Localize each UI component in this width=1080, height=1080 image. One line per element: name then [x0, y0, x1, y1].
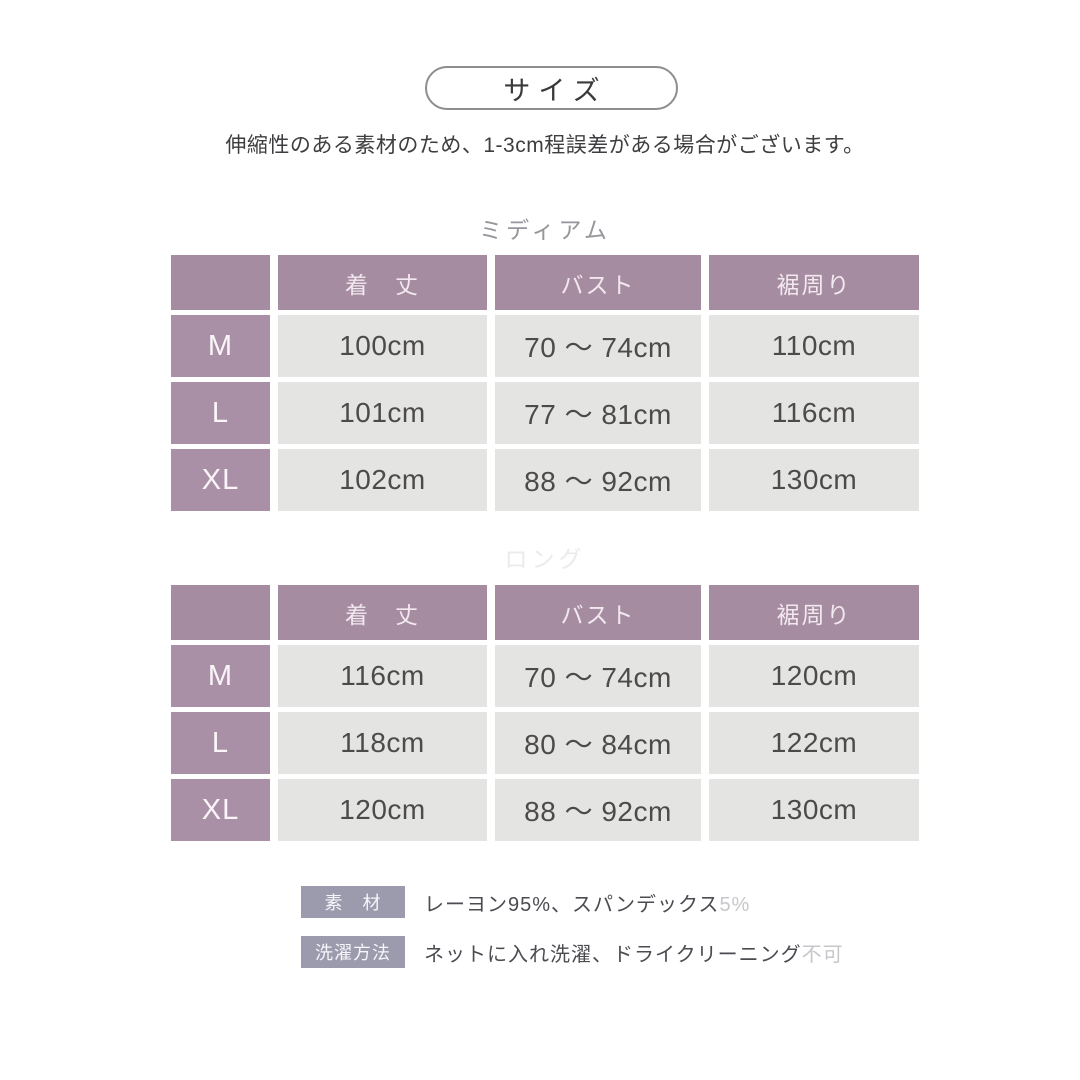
washing-text: ネットに入れ洗濯、ドライクリーニング不可: [424, 938, 844, 967]
washing-faded-text: 不可: [801, 943, 844, 966]
cell-l-length: 101cm: [278, 382, 487, 444]
column-header-hem: 裾周り: [709, 255, 919, 310]
size-section-title-pill: サイズ: [425, 66, 678, 110]
cell-xl-length: 120cm: [278, 779, 487, 841]
table-corner-cell: [171, 585, 270, 640]
product-details: 素 材 レーヨン95%、スパンデックス5% 洗濯方法 ネットに入れ洗濯、ドライク…: [301, 886, 844, 986]
cell-m-hem: 120cm: [709, 645, 919, 707]
cell-l-bust: 77 ～ 81cm: [495, 382, 701, 444]
long-size-table: 着 丈 バスト 裾周り M 116cm 70 ～ 74cm 120cm L 11…: [171, 585, 919, 841]
cell-xl-hem: 130cm: [709, 449, 919, 511]
size-section-title: サイズ: [503, 75, 608, 106]
material-row: 素 材 レーヨン95%、スパンデックス5%: [301, 886, 844, 918]
cell-m-length: 100cm: [278, 315, 487, 377]
section-label-long: ロング: [504, 546, 586, 572]
row-l-size-label: L: [171, 712, 270, 774]
cell-l-bust: 80 ～ 84cm: [495, 712, 701, 774]
table-corner-cell: [171, 255, 270, 310]
row-m-size-label: M: [171, 645, 270, 707]
row-m-size-label: M: [171, 315, 270, 377]
cell-l-length: 118cm: [278, 712, 487, 774]
column-header-hem: 裾周り: [709, 585, 919, 640]
material-faded-text: 5%: [719, 893, 751, 916]
cell-m-bust: 70 ～ 74cm: [495, 315, 701, 377]
material-text: レーヨン95%、スパンデックス5%: [424, 888, 750, 917]
cell-xl-hem: 130cm: [709, 779, 919, 841]
column-header-length: 着 丈: [278, 585, 487, 640]
cell-l-hem: 116cm: [709, 382, 919, 444]
column-header-length: 着 丈: [278, 255, 487, 310]
column-header-bust: バスト: [495, 585, 701, 640]
cell-xl-bust: 88 ～ 92cm: [495, 779, 701, 841]
size-disclaimer-text: 伸縮性のある素材のため、1-3cm程誤差がある場合がございます。: [225, 134, 865, 157]
cell-m-length: 116cm: [278, 645, 487, 707]
medium-size-table: 着 丈 バスト 裾周り M 100cm 70 ～ 74cm 110cm L 10…: [171, 255, 919, 511]
washing-badge: 洗濯方法: [301, 936, 405, 968]
cell-xl-bust: 88 ～ 92cm: [495, 449, 701, 511]
cell-m-hem: 110cm: [709, 315, 919, 377]
cell-m-bust: 70 ～ 74cm: [495, 645, 701, 707]
material-badge: 素 材: [301, 886, 405, 918]
row-xl-size-label: XL: [171, 449, 270, 511]
row-l-size-label: L: [171, 382, 270, 444]
washing-main-text: ネットに入れ洗濯、ドライクリーニング: [424, 943, 802, 966]
row-xl-size-label: XL: [171, 779, 270, 841]
column-header-bust: バスト: [495, 255, 701, 310]
washing-row: 洗濯方法 ネットに入れ洗濯、ドライクリーニング不可: [301, 936, 844, 968]
material-main-text: レーヨン95%、スパンデックス: [424, 893, 720, 916]
cell-xl-length: 102cm: [278, 449, 487, 511]
cell-l-hem: 122cm: [709, 712, 919, 774]
section-label-medium: ミディアム: [479, 217, 611, 243]
